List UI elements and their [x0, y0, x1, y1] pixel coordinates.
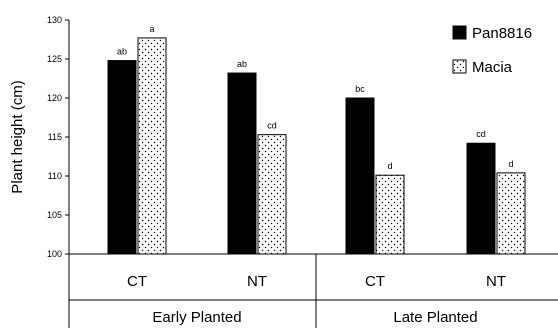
significance-letter: a [149, 24, 154, 34]
legend-swatch [452, 59, 467, 74]
significance-letter: cd [267, 121, 277, 131]
significance-letter: d [387, 161, 392, 171]
bar-macia [137, 37, 167, 255]
bar-macia [375, 174, 405, 255]
y-tick-label: 115 [48, 132, 62, 142]
x-group-label: Late Planted [393, 309, 477, 326]
significance-letter: ab [117, 47, 127, 57]
bar-pan8816 [345, 97, 375, 255]
bar-macia [496, 172, 526, 255]
x-category-label: NT [247, 273, 267, 290]
significance-letter: cd [476, 129, 486, 139]
legend-label: Macia [472, 59, 513, 76]
bar-pan8816 [466, 142, 496, 255]
x-category-label: CT [365, 273, 385, 290]
y-tick-label: 125 [47, 54, 62, 64]
bar-macia [257, 134, 287, 255]
x-group-label: Early Planted [152, 309, 241, 326]
bar-pan8816 [107, 60, 137, 255]
x-category-label: CT [127, 273, 147, 290]
significance-letter: d [508, 159, 513, 169]
y-tick-label: 130 [47, 15, 62, 25]
y-axis-title: Plant height (cm) [9, 80, 26, 193]
bar-pan8816 [227, 72, 257, 255]
significance-letter: bc [355, 84, 365, 94]
legend-label: Pan8816 [472, 25, 532, 42]
y-tick-label: 105 [47, 210, 62, 220]
y-tick-label: 110 [48, 171, 62, 181]
y-tick-label: 120 [47, 93, 62, 103]
x-category-label: NT [486, 273, 506, 290]
legend-swatch [452, 25, 467, 40]
y-tick-label: 100 [47, 249, 62, 259]
significance-letter: ab [237, 59, 247, 69]
